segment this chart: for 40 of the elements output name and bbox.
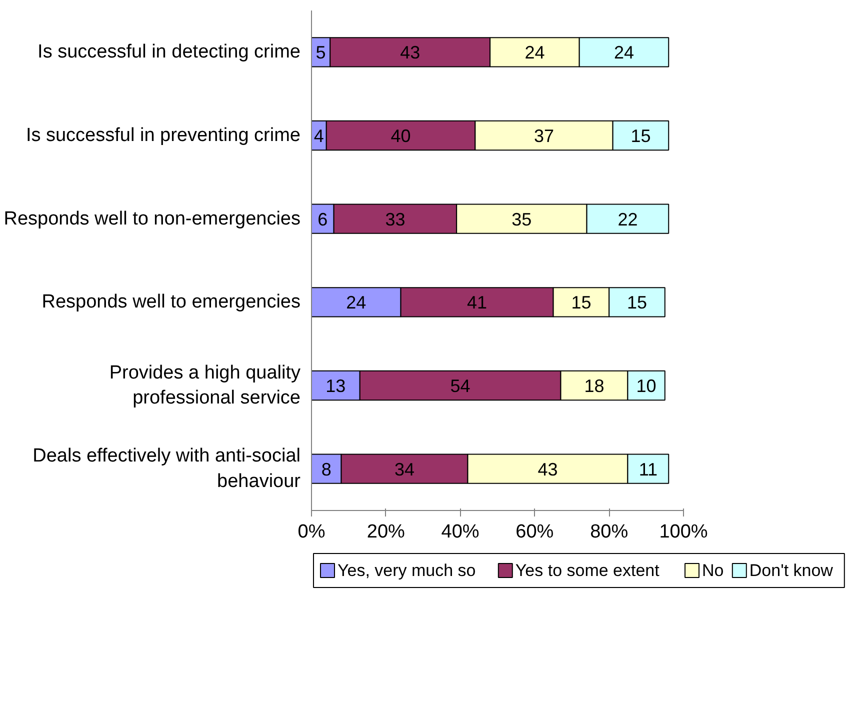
- data-label: 43: [538, 459, 558, 480]
- legend-label: Yes to some extent: [515, 561, 660, 580]
- data-label: 34: [394, 459, 415, 480]
- data-label: 43: [400, 42, 420, 63]
- data-label: 24: [346, 292, 366, 313]
- legend-label: No: [702, 561, 724, 580]
- data-label: 54: [450, 376, 470, 396]
- legend-label: Don't know: [749, 561, 834, 580]
- data-label: 5: [316, 42, 326, 63]
- y-tick-label: Is successful in preventing crime: [26, 125, 301, 146]
- x-tick-label: 20%: [366, 522, 406, 542]
- data-label: 15: [571, 292, 592, 313]
- data-label: 24: [524, 42, 545, 63]
- y-tick-label: Provides a high quality professional service: [109, 362, 301, 409]
- y-tick-label: Is successful in detecting crime: [38, 42, 301, 63]
- legend-label: Yes, very much so: [338, 561, 476, 580]
- data-label: 35: [512, 209, 532, 230]
- data-label: 15: [626, 292, 648, 313]
- data-label: 13: [326, 376, 346, 396]
- data-label: 11: [638, 459, 658, 480]
- data-label: 18: [584, 376, 604, 396]
- data-label: 41: [467, 292, 488, 313]
- data-label: 33: [385, 209, 406, 230]
- data-label: 15: [630, 126, 651, 146]
- x-tick-label: 80%: [590, 522, 628, 542]
- y-tick-label: Responds well to emergencies: [42, 292, 301, 313]
- data-label: 40: [390, 126, 411, 146]
- x-tick-label: 0%: [298, 522, 326, 542]
- data-label: 22: [618, 209, 638, 230]
- x-tick-label: 60%: [516, 522, 554, 542]
- data-label: 8: [321, 459, 332, 480]
- data-label: 4: [314, 126, 324, 146]
- data-label: 37: [534, 126, 554, 146]
- x-tick-label: 100%: [659, 522, 708, 542]
- data-label: 6: [318, 209, 328, 230]
- data-label: 10: [636, 376, 656, 396]
- y-tick-label: Responds well to non-emergencies: [4, 208, 301, 230]
- data-label: 24: [614, 42, 634, 63]
- x-tick-label: 40%: [441, 522, 480, 542]
- y-tick-label: Deals effectively with anti-social behaviour: [32, 446, 302, 492]
